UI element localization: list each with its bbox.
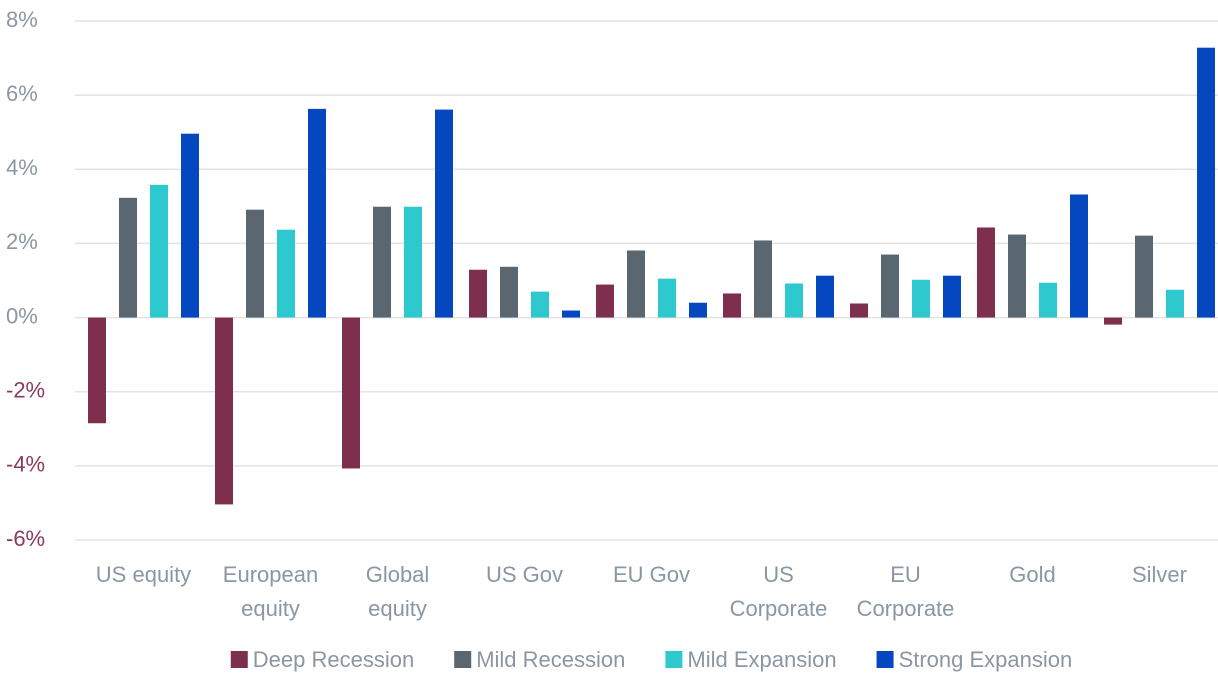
x-tick-label: Gold	[1009, 562, 1055, 587]
bar	[785, 283, 803, 318]
y-tick-label: 4%	[6, 155, 38, 180]
bar	[912, 279, 930, 318]
bar	[215, 317, 233, 505]
bar	[816, 275, 834, 318]
bar	[1039, 282, 1057, 318]
y-tick-label: -4%	[6, 452, 45, 477]
bar	[1070, 194, 1088, 318]
bar	[500, 266, 518, 318]
bar	[181, 133, 199, 318]
bar	[404, 206, 422, 318]
legend-swatch	[876, 651, 894, 668]
bar	[881, 254, 899, 318]
x-tick-label: EU Gov	[613, 562, 690, 587]
bar	[1104, 317, 1122, 325]
bar	[1197, 47, 1215, 318]
x-tick-label: US Gov	[486, 562, 563, 587]
x-tick-label: Silver	[1132, 562, 1187, 587]
legend-swatch	[454, 651, 472, 668]
bar	[977, 227, 995, 318]
bar	[373, 206, 391, 318]
bar	[1008, 234, 1026, 318]
legend-label: Mild Recession	[476, 647, 625, 672]
y-tick-label: 0%	[6, 303, 38, 328]
bar	[723, 293, 741, 318]
y-tick-label: -2%	[6, 378, 45, 403]
bar	[88, 317, 106, 424]
y-tick-label: 6%	[6, 81, 38, 106]
bar	[531, 291, 549, 318]
bar	[150, 184, 168, 318]
y-tick-label: 8%	[6, 7, 38, 32]
legend-label: Deep Recession	[253, 647, 414, 672]
legend-swatch	[230, 651, 248, 668]
bar	[754, 240, 772, 318]
bar	[1135, 235, 1153, 318]
bar	[562, 310, 580, 318]
bar	[246, 209, 264, 318]
bar	[119, 197, 137, 318]
bar	[658, 278, 676, 318]
bar	[943, 275, 961, 318]
y-tick-label: 2%	[6, 229, 38, 254]
x-tick-label: US equity	[96, 562, 191, 587]
bar	[435, 109, 453, 318]
y-tick-label: -6%	[6, 526, 45, 551]
legend-label: Mild Expansion	[687, 647, 836, 672]
legend-label: Strong Expansion	[899, 647, 1073, 672]
bar	[850, 303, 868, 318]
x-tick-label: European equity	[223, 562, 318, 621]
x-tick-label: US Corporate	[730, 562, 828, 621]
bar	[277, 229, 295, 318]
x-tick-label: EU Corporate	[857, 562, 955, 621]
x-tick-label: Global equity	[366, 562, 430, 621]
bar	[342, 317, 360, 469]
legend-swatch	[665, 651, 683, 668]
bar	[469, 269, 487, 318]
bar	[308, 108, 326, 318]
bar	[1166, 289, 1184, 318]
bar	[627, 250, 645, 318]
bar	[689, 302, 707, 318]
bar	[596, 284, 614, 318]
